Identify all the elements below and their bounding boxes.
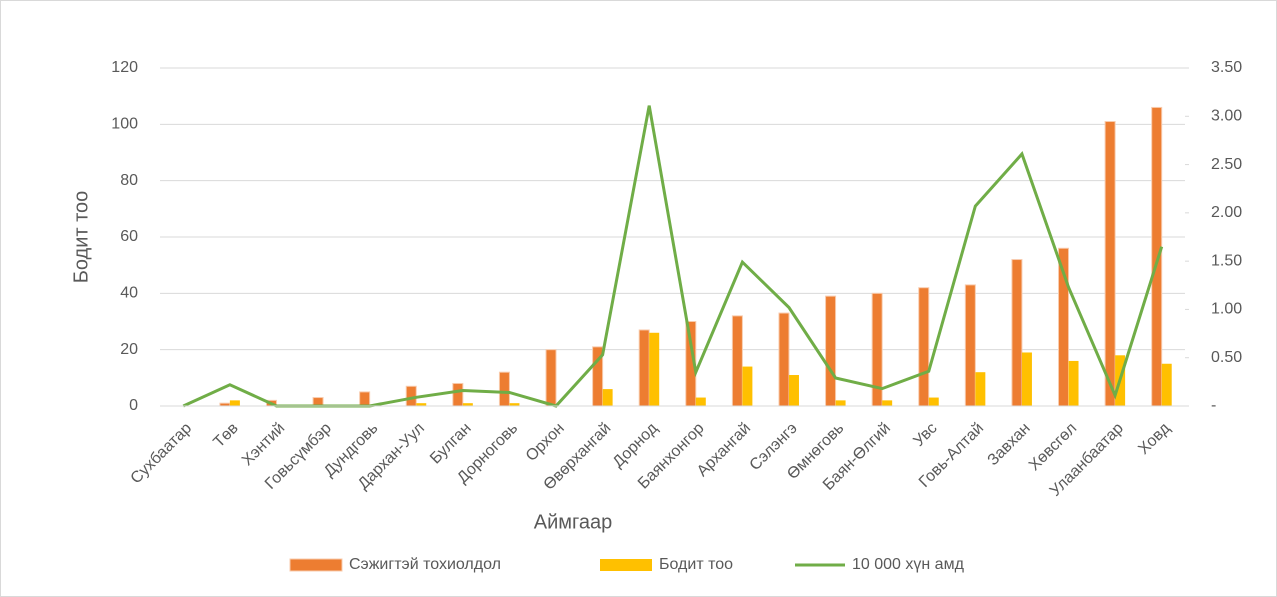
y2-tick-label: 2.50	[1211, 156, 1242, 173]
bar	[359, 391, 371, 407]
legend-swatch	[289, 558, 343, 572]
y-tick-label: 40	[120, 285, 138, 302]
y-tick-label: 100	[111, 116, 138, 133]
bar	[1011, 259, 1023, 407]
bar	[1161, 363, 1172, 406]
y2-tick-label: 2.00	[1211, 204, 1242, 221]
bar	[416, 403, 427, 406]
y2-tick-label: 0.50	[1211, 349, 1242, 366]
bar	[918, 287, 930, 407]
bar	[788, 375, 799, 406]
bar	[638, 329, 650, 407]
y-tick-label: 20	[120, 341, 138, 358]
bar	[649, 332, 660, 406]
bar	[498, 371, 510, 407]
bar	[602, 389, 613, 406]
bar	[695, 397, 706, 406]
bar	[229, 400, 240, 406]
bar	[742, 366, 753, 406]
bar	[1068, 360, 1079, 406]
bar	[462, 403, 473, 406]
bar	[975, 372, 986, 406]
bar	[825, 295, 837, 407]
y-axis-title: Бодит тоо	[70, 191, 92, 284]
bar	[1151, 106, 1163, 407]
bar	[882, 400, 893, 406]
bar	[545, 349, 557, 407]
bar	[964, 284, 976, 407]
bar	[835, 400, 846, 406]
bar	[928, 397, 939, 406]
bar	[1104, 121, 1116, 407]
x-axis-title: Аймгаар	[534, 511, 613, 533]
y2-tick-label: 1.50	[1211, 252, 1242, 269]
y2-tick-label: 1.00	[1211, 301, 1242, 318]
y-tick-label: 120	[111, 59, 138, 76]
legend-label: Сэжигтэй тохиолдол	[349, 556, 501, 573]
legend-swatch	[600, 559, 652, 571]
y2-tick-label: 3.50	[1211, 59, 1242, 76]
bar	[452, 382, 464, 407]
y2-tick-label: -	[1211, 397, 1216, 414]
bar	[1021, 352, 1032, 406]
y-tick-label: 0	[129, 397, 138, 414]
legend-label: Бодит тоо	[659, 556, 733, 573]
legend-label: 10 000 хүн амд	[852, 556, 965, 573]
bar	[731, 315, 743, 407]
y-tick-label: 80	[120, 172, 138, 189]
y2-tick-label: 3.00	[1211, 108, 1242, 125]
y-tick-label: 60	[120, 228, 138, 245]
bar	[778, 312, 790, 407]
bar	[509, 403, 520, 406]
